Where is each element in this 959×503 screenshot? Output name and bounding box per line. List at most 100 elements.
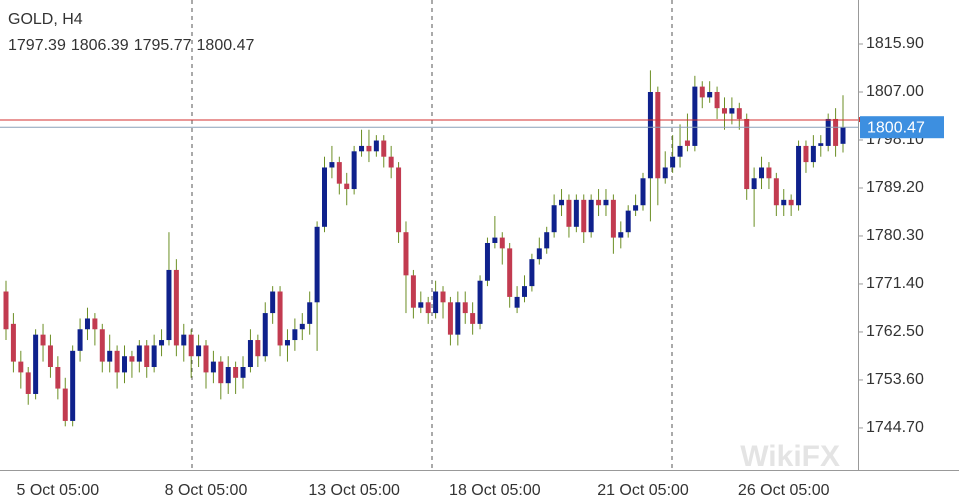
open-readout: 1797.39 xyxy=(8,37,66,54)
y-tick-label: 1780.30 xyxy=(866,227,924,244)
candle-body xyxy=(70,350,76,421)
watermark: WikiFX xyxy=(740,440,840,473)
candle-body xyxy=(173,269,179,346)
candle-body xyxy=(633,205,639,211)
candle-body xyxy=(699,86,705,98)
candle-body xyxy=(781,199,787,206)
candle-body xyxy=(603,199,609,206)
x-tick-label: 18 Oct 05:00 xyxy=(449,482,541,499)
candle-body xyxy=(788,199,794,206)
candle-body xyxy=(692,86,698,146)
y-tick-label: 1789.20 xyxy=(866,179,924,196)
candle-body xyxy=(84,318,90,330)
candle-body xyxy=(744,118,750,190)
y-tick-label: 1753.60 xyxy=(866,371,924,388)
candle-body xyxy=(210,361,216,373)
candle-body xyxy=(796,145,802,206)
candle-body xyxy=(833,118,839,146)
candle-body xyxy=(470,313,476,324)
chart-title: GOLD, H4 xyxy=(8,11,83,28)
candle-body xyxy=(366,145,372,152)
candle-body xyxy=(566,199,572,227)
candle-body xyxy=(766,167,772,179)
candle-body xyxy=(825,118,831,146)
candle-body xyxy=(277,291,283,346)
candle-body xyxy=(514,296,520,308)
candle-body xyxy=(425,302,431,314)
candle-body xyxy=(736,108,742,119)
candle-body xyxy=(92,318,98,330)
candle-body xyxy=(18,361,24,373)
candle-body xyxy=(233,367,239,378)
candle-body xyxy=(529,259,535,287)
candle-body xyxy=(810,145,816,163)
candle-body xyxy=(818,143,824,146)
candle-body xyxy=(721,108,727,114)
candle-body xyxy=(322,167,328,227)
candle-body xyxy=(447,302,453,335)
candle-body xyxy=(3,291,9,330)
candle-body xyxy=(596,199,602,206)
candle-body xyxy=(433,291,439,314)
ohlc-readout: 1797.39 1806.39 1795.77 1800.47 xyxy=(8,37,254,54)
y-tick-label: 1807.00 xyxy=(866,83,924,100)
candle-body xyxy=(225,367,231,384)
candle-body xyxy=(573,199,579,227)
candle-body xyxy=(647,91,653,179)
candle-body xyxy=(99,329,105,362)
candle-body xyxy=(403,232,409,276)
candle-body xyxy=(773,178,779,206)
candle-body xyxy=(670,156,676,168)
candle-body xyxy=(359,145,365,152)
candle-body xyxy=(129,356,135,362)
candle-body xyxy=(196,345,202,357)
candle-body xyxy=(618,232,624,238)
candle-body xyxy=(47,345,53,368)
candle-body xyxy=(477,280,483,324)
candle-body xyxy=(373,140,379,152)
candle-body xyxy=(299,323,305,330)
candle-body xyxy=(521,286,527,297)
candle-body xyxy=(122,356,128,373)
candle-body xyxy=(10,323,16,362)
high-readout: 1806.39 xyxy=(71,37,129,54)
y-tick-label: 1762.50 xyxy=(866,323,924,340)
x-tick-label: 8 Oct 05:00 xyxy=(165,482,248,499)
candle-body xyxy=(803,145,809,163)
candle-body xyxy=(136,345,142,362)
candle-body xyxy=(499,237,505,249)
candle-body xyxy=(581,199,587,233)
x-tick-label: 21 Oct 05:00 xyxy=(597,482,689,499)
candle-body xyxy=(714,91,720,109)
candle-body xyxy=(655,91,661,179)
candle-body xyxy=(729,108,735,114)
candle-body xyxy=(388,156,394,168)
x-tick-label: 13 Oct 05:00 xyxy=(308,482,400,499)
candle-body xyxy=(440,291,446,303)
candle-body xyxy=(351,151,357,190)
close-readout: 1800.47 xyxy=(197,37,255,54)
candle-body xyxy=(262,313,268,357)
candle-body xyxy=(759,167,765,179)
y-tick-label: 1744.70 xyxy=(866,419,924,436)
y-tick-label: 1815.90 xyxy=(866,35,924,52)
candle-body xyxy=(662,167,668,179)
candle-body xyxy=(151,345,157,368)
candle-body xyxy=(840,127,846,144)
candle-body xyxy=(77,329,83,351)
candle-body xyxy=(62,388,68,421)
candle-body xyxy=(307,302,313,324)
candle-body xyxy=(107,350,113,362)
candle-body xyxy=(25,372,31,394)
candle-body xyxy=(284,340,290,346)
candle-body xyxy=(707,91,713,98)
candle-body xyxy=(203,345,209,373)
candle-body xyxy=(625,210,631,233)
candle-body xyxy=(166,269,172,341)
candle-body xyxy=(33,334,39,394)
candle-body xyxy=(396,167,402,233)
candle-body xyxy=(329,162,335,168)
candle-body xyxy=(314,226,320,303)
